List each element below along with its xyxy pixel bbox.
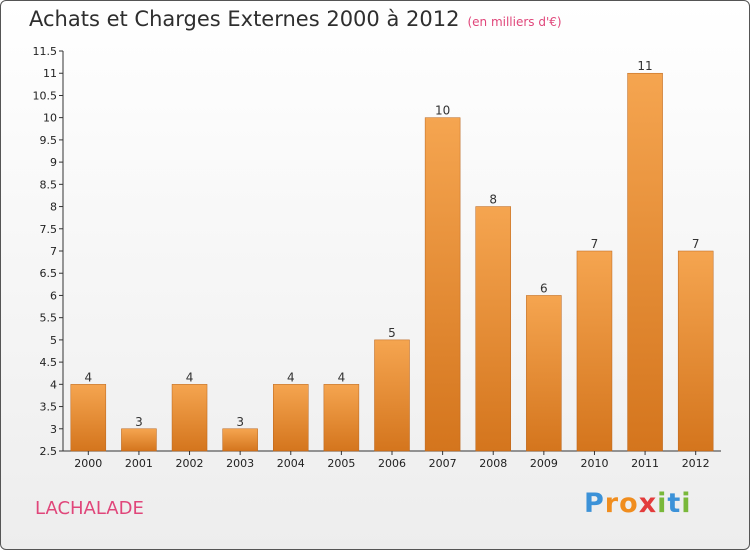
y-tick-label: 10 — [43, 112, 57, 125]
bar — [273, 384, 309, 452]
y-tick-label: 4 — [50, 378, 57, 391]
y-tick-label: 7 — [50, 245, 57, 258]
logo-letter: t — [667, 488, 682, 519]
data-label: 4 — [287, 370, 295, 384]
logo-letter: i — [657, 488, 668, 519]
data-label: 6 — [540, 281, 548, 295]
logo-letter: i — [681, 488, 692, 519]
y-tick-label: 3 — [50, 423, 57, 436]
bar — [374, 339, 410, 452]
bar — [576, 250, 613, 452]
bar — [171, 384, 208, 452]
y-tick-label: 6 — [50, 289, 57, 302]
x-tick-label: 2009 — [530, 457, 558, 470]
bar — [323, 384, 360, 452]
commune-name: LACHALADE — [35, 498, 144, 519]
y-tick-label: 6.5 — [40, 267, 58, 280]
x-tick-label: 2005 — [327, 457, 355, 470]
logo-letter: o — [619, 488, 639, 519]
y-tick-label: 8.5 — [40, 178, 58, 191]
y-tick-label: 9.5 — [40, 134, 58, 147]
y-tick-label: 2.5 — [40, 445, 58, 458]
logo-letter: x — [638, 488, 658, 519]
x-tick-label: 2008 — [479, 457, 507, 470]
y-tick-label: 3.5 — [40, 401, 58, 414]
data-label: 7 — [692, 237, 700, 251]
data-label: 5 — [388, 326, 396, 340]
y-tick-label: 4.5 — [40, 356, 58, 369]
bar — [222, 428, 258, 452]
x-tick-label: 2001 — [125, 457, 153, 470]
bar — [70, 384, 107, 452]
data-label: 4 — [186, 370, 194, 384]
bar — [526, 295, 562, 452]
x-tick-label: 2003 — [226, 457, 254, 470]
x-tick-label: 2007 — [429, 457, 457, 470]
y-tick-label: 11.5 — [33, 45, 58, 58]
chart-unit: (en milliers d'€) — [467, 15, 562, 29]
data-label: 11 — [637, 59, 652, 73]
y-tick-label: 5 — [50, 334, 57, 347]
x-tick-label: 2011 — [631, 457, 659, 470]
y-tick-label: 11 — [43, 67, 57, 80]
logo-letter: r — [604, 488, 620, 519]
data-label: 4 — [338, 370, 346, 384]
y-tick-label: 5.5 — [40, 312, 58, 325]
x-tick-label: 2004 — [277, 457, 305, 470]
x-tick-label: 2012 — [682, 457, 710, 470]
logo-letter: P — [584, 488, 605, 519]
bar — [475, 206, 511, 452]
data-label: 8 — [489, 193, 497, 207]
proxiti-logo: Proxiti — [584, 488, 692, 519]
data-label: 3 — [135, 415, 143, 429]
data-label: 7 — [591, 237, 599, 251]
bar — [627, 72, 663, 452]
y-tick-label: 9 — [50, 156, 57, 169]
y-tick-label: 10.5 — [33, 89, 58, 102]
x-tick-label: 2000 — [74, 457, 102, 470]
data-label: 10 — [435, 104, 450, 118]
y-tick-label: 8 — [50, 201, 57, 214]
data-label: 3 — [236, 415, 244, 429]
y-tick-label: 7.5 — [40, 223, 58, 236]
title-row: Achats et Charges Externes 2000 à 2012 (e… — [29, 7, 562, 31]
x-tick-label: 2010 — [580, 457, 608, 470]
data-label: 4 — [84, 370, 92, 384]
bar — [121, 428, 157, 452]
x-tick-label: 2006 — [378, 457, 406, 470]
bar — [424, 117, 461, 452]
x-tick-label: 2002 — [176, 457, 204, 470]
chart-title: Achats et Charges Externes 2000 à 2012 — [29, 7, 460, 31]
bar — [677, 250, 714, 452]
